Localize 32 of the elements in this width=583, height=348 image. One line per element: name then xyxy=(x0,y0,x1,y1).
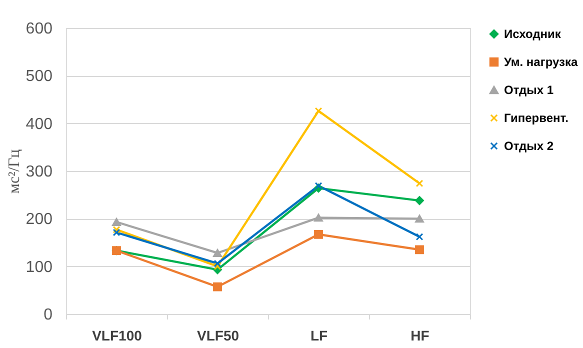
x-tick-label: HF xyxy=(410,328,430,344)
point xyxy=(112,228,120,236)
point xyxy=(314,107,322,115)
point xyxy=(314,230,323,239)
point xyxy=(213,282,222,292)
x-tick-label: LF xyxy=(310,328,328,344)
point xyxy=(112,218,121,226)
legend-label: Отдых 2 xyxy=(504,139,554,153)
point xyxy=(214,262,222,270)
point xyxy=(415,196,424,206)
y-tick-label: 200 xyxy=(26,211,53,228)
y-tick-label: 100 xyxy=(26,258,53,276)
legend-label: Исходник xyxy=(504,27,562,41)
point xyxy=(415,214,424,223)
point xyxy=(314,214,323,222)
x-tick-label: VLF100 xyxy=(92,328,142,344)
y-tick-label: 0 xyxy=(44,306,53,324)
point xyxy=(112,226,120,234)
point xyxy=(213,249,222,257)
legend-label: Ум. нагрузка xyxy=(504,55,578,69)
point xyxy=(416,180,424,188)
legend-label: Отдых 1 xyxy=(504,83,554,97)
y-tick-label: 600 xyxy=(26,20,53,38)
y-tick-label: 500 xyxy=(26,68,53,86)
x-tick-label: VLF50 xyxy=(196,328,240,344)
point xyxy=(314,182,322,190)
legend-label: Гипервент. xyxy=(504,111,568,125)
y-tick-label: 300 xyxy=(26,164,53,180)
y-tick-label: 400 xyxy=(26,116,53,133)
point xyxy=(416,233,424,240)
y-axis-title: мс²/Гц xyxy=(6,148,23,194)
point xyxy=(415,245,424,254)
